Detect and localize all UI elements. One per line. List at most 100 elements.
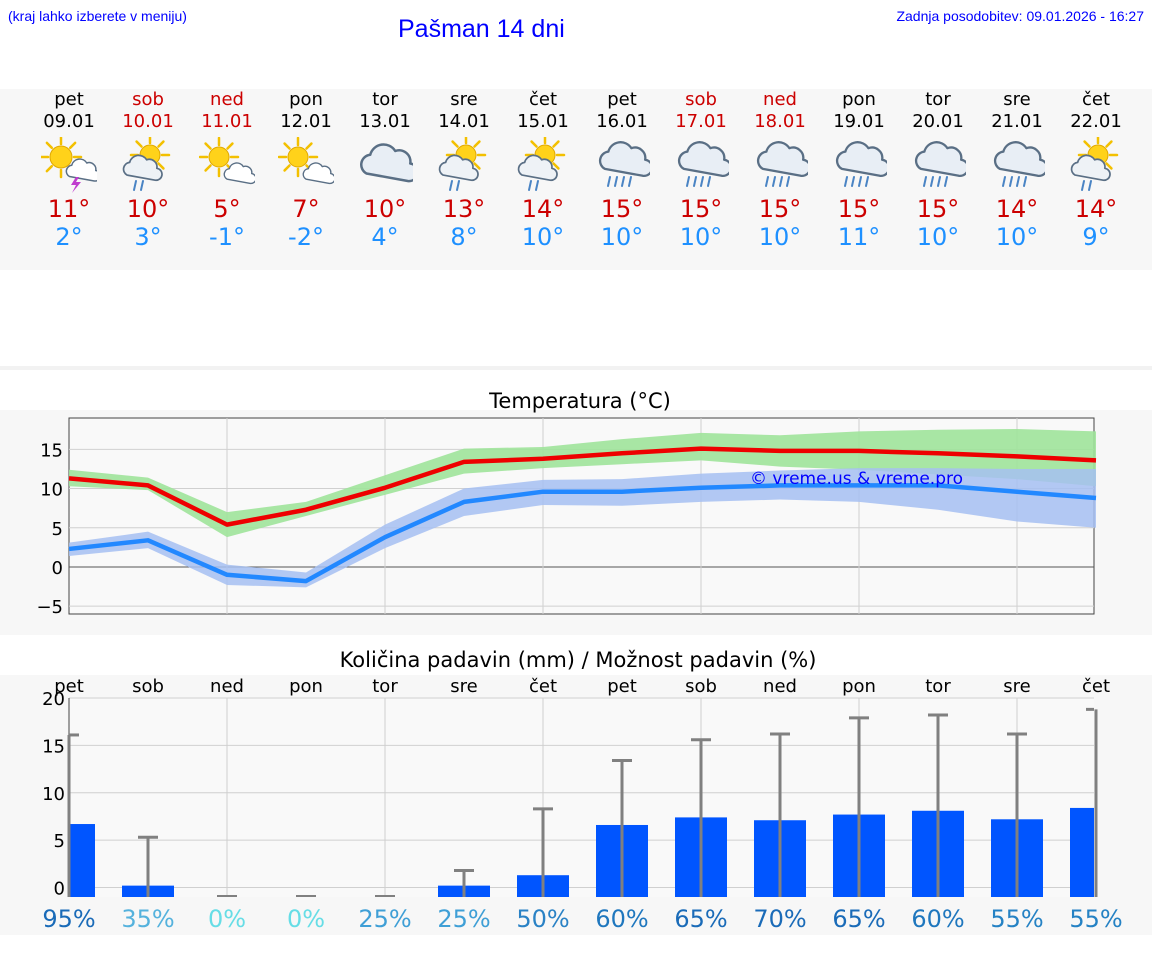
max-temp: 15° bbox=[600, 195, 644, 223]
min-temp: 4° bbox=[371, 223, 399, 251]
precip-probability: 60% bbox=[911, 905, 964, 933]
x-tick-label: čet bbox=[529, 676, 557, 697]
precip-probability: 65% bbox=[674, 905, 727, 933]
divider bbox=[0, 366, 1152, 370]
precip-bar bbox=[69, 824, 95, 897]
weekday-label: pet bbox=[54, 89, 84, 110]
day-column: ned 18.01 15° 10° bbox=[740, 89, 820, 251]
min-temp-band bbox=[69, 468, 1096, 588]
precip-probability: 65% bbox=[832, 905, 885, 933]
weekday-label: sre bbox=[450, 89, 478, 110]
weekday-label: pon bbox=[289, 89, 323, 110]
max-temp: 14° bbox=[521, 195, 565, 223]
weekday-label: pet bbox=[607, 89, 637, 110]
max-temp-line bbox=[68, 446, 1097, 527]
day-column: pon 19.01 15° 11° bbox=[819, 89, 899, 251]
min-temp: 3° bbox=[134, 223, 162, 251]
precip-probability: 35% bbox=[121, 905, 174, 933]
weekday-label: ned bbox=[210, 89, 244, 110]
date-label: 19.01 bbox=[833, 111, 885, 132]
min-temp: -1° bbox=[209, 223, 245, 251]
y-tick-label: 20 bbox=[42, 689, 65, 710]
min-temp: 11° bbox=[837, 223, 881, 251]
max-temp: 14° bbox=[1074, 195, 1118, 223]
min-temp: 10° bbox=[521, 223, 565, 251]
sun-small-cloud-icon bbox=[199, 137, 255, 185]
x-tick-label: sob bbox=[132, 676, 164, 697]
precip-probability: 55% bbox=[990, 905, 1043, 933]
max-temp: 15° bbox=[758, 195, 802, 223]
precip-probability: 0% bbox=[208, 905, 246, 933]
weekday-label: tor bbox=[372, 89, 398, 110]
chart-title: Količina padavin (mm) / Možnost padavin … bbox=[340, 648, 817, 672]
max-temp: 11° bbox=[47, 195, 91, 223]
weekday-label: čet bbox=[528, 89, 558, 110]
day-column: čet 15.01 14° 10° bbox=[503, 89, 583, 251]
date-label: 14.01 bbox=[438, 111, 490, 132]
day-column: sre 21.01 14° 10° bbox=[977, 89, 1057, 251]
min-temp: 2° bbox=[55, 223, 83, 251]
precip-probability: 25% bbox=[358, 905, 411, 933]
x-tick-label: sre bbox=[1003, 676, 1030, 697]
page-title: Pašman 14 dni bbox=[398, 15, 565, 43]
max-temp: 10° bbox=[126, 195, 170, 223]
weekday-label: pon bbox=[842, 89, 876, 110]
watermark: © vreme.us & vreme.pro bbox=[750, 469, 963, 489]
precip-probability: 25% bbox=[437, 905, 490, 933]
sun-cloud-light-rain-icon bbox=[1070, 137, 1119, 191]
y-tick-label: 0 bbox=[52, 558, 63, 579]
day-column: pet 09.01 11° 2° bbox=[29, 89, 109, 251]
cloud-rain-icon bbox=[677, 141, 729, 187]
x-tick-label: pon bbox=[289, 676, 323, 697]
date-label: 10.01 bbox=[122, 111, 174, 132]
precip-probability: 0% bbox=[287, 905, 325, 933]
x-tick-label: tor bbox=[372, 676, 398, 697]
date-label: 20.01 bbox=[912, 111, 964, 132]
y-tick-label: −5 bbox=[36, 597, 63, 618]
date-label: 15.01 bbox=[517, 111, 569, 132]
min-temp: 10° bbox=[916, 223, 960, 251]
x-tick-label: pet bbox=[607, 676, 637, 697]
date-label: 21.01 bbox=[991, 111, 1043, 132]
max-temp: 15° bbox=[679, 195, 723, 223]
cloud-rain-icon bbox=[756, 141, 808, 187]
max-temp: 14° bbox=[995, 195, 1039, 223]
y-tick-label: 15 bbox=[42, 736, 65, 757]
precip-bar bbox=[1070, 807, 1094, 897]
sun-cloud-light-rain-icon bbox=[438, 137, 487, 191]
day-column: pet 16.01 15° 10° bbox=[582, 89, 662, 251]
sun-cloud-light-rain-icon bbox=[122, 137, 171, 191]
weekday-label: ned bbox=[763, 89, 797, 110]
min-temp: 10° bbox=[679, 223, 723, 251]
weekday-label: tor bbox=[925, 89, 951, 110]
day-column: sob 17.01 15° 10° bbox=[661, 89, 741, 251]
sun-cloud-thunder-icon bbox=[41, 137, 97, 193]
min-temp-line bbox=[68, 483, 1097, 584]
weekday-label: čet bbox=[1081, 89, 1111, 110]
y-tick-label: 5 bbox=[54, 831, 65, 852]
date-label: 09.01 bbox=[43, 111, 95, 132]
min-temp: 9° bbox=[1082, 223, 1110, 251]
precip-probability: 70% bbox=[753, 905, 806, 933]
day-column: pon 12.01 7° -2° bbox=[266, 89, 346, 251]
daily-forecast: pet 09.01 11° 2° sob 10.01 10° 3° ned 11.01 5° -1° p… bbox=[0, 89, 1152, 269]
day-column: tor 13.01 10° 4° bbox=[345, 89, 425, 251]
min-temp: -2° bbox=[288, 223, 324, 251]
precip-probability: 95% bbox=[42, 905, 95, 933]
cloud-rain-icon bbox=[914, 141, 966, 187]
x-tick-label: sre bbox=[450, 676, 477, 697]
cloud-rain-icon bbox=[598, 141, 650, 187]
date-label: 18.01 bbox=[754, 111, 806, 132]
min-temp: 10° bbox=[600, 223, 644, 251]
date-label: 16.01 bbox=[596, 111, 648, 132]
weekday-label: sob bbox=[132, 89, 164, 110]
sun-small-cloud-icon bbox=[278, 137, 334, 185]
date-label: 11.01 bbox=[201, 111, 253, 132]
y-tick-label: 10 bbox=[40, 480, 63, 501]
day-column: sob 10.01 10° 3° bbox=[108, 89, 188, 251]
location-hint[interactable]: (kraj lahko izberete v meniju) bbox=[8, 8, 187, 24]
y-tick-label: 5 bbox=[52, 519, 63, 540]
date-label: 13.01 bbox=[359, 111, 411, 132]
min-temp: 8° bbox=[450, 223, 478, 251]
forecast-band bbox=[0, 89, 1152, 270]
